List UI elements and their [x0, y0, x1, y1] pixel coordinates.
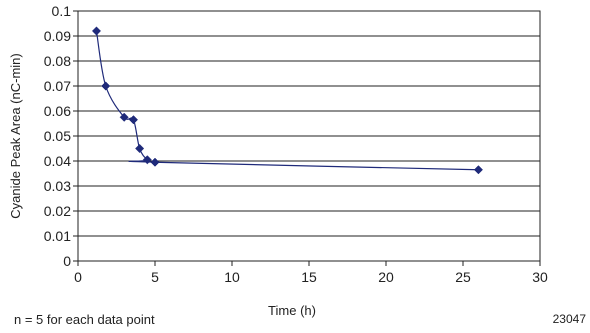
- data-point: [142, 155, 152, 165]
- data-point: [119, 112, 129, 122]
- data-point: [101, 81, 111, 91]
- y-tick-label: 0.02: [44, 203, 71, 219]
- figure-id: 23047: [552, 312, 586, 326]
- x-tick-label: 30: [532, 269, 548, 285]
- y-tick-label: 0.09: [44, 28, 71, 44]
- y-tick-label: 0.03: [44, 178, 71, 194]
- x-axis-title: Time (h): [268, 303, 316, 318]
- gridlines: [78, 35, 540, 237]
- series-line: [95, 30, 479, 171]
- data-series: [91, 26, 483, 175]
- y-axis-title: Cyanide Peak Area (nC-min): [8, 53, 23, 218]
- y-axis-ticks: 0 0.01 0.02 0.03 0.04 0.05 0.06 0.07 0.08 0.09 0.1: [44, 3, 78, 269]
- y-tick-label: 0.05: [44, 128, 71, 144]
- y-tick-label: 0.06: [44, 103, 71, 119]
- y-tick-label: 0.07: [44, 78, 71, 94]
- x-tick-label: 10: [224, 269, 240, 285]
- x-tick-label: 25: [455, 269, 471, 285]
- y-tick-label: 0.04: [44, 153, 71, 169]
- data-point: [91, 26, 102, 36]
- data-point: [128, 115, 138, 125]
- data-point: [150, 157, 160, 167]
- footnote: n = 5 for each data point: [14, 312, 155, 327]
- y-tick-label: 0: [63, 253, 71, 269]
- y-tick-label: 0.01: [44, 228, 71, 244]
- x-tick-label: 20: [378, 269, 394, 285]
- x-axis-ticks: 0 5 10 15 20 25 30: [74, 261, 548, 285]
- x-tick-label: 0: [74, 269, 82, 285]
- data-point: [473, 165, 483, 175]
- x-tick-label: 5: [151, 269, 159, 285]
- data-point: [135, 143, 145, 154]
- y-tick-label: 0.1: [52, 3, 72, 19]
- x-tick-label: 15: [301, 269, 317, 285]
- y-tick-label: 0.08: [44, 53, 71, 69]
